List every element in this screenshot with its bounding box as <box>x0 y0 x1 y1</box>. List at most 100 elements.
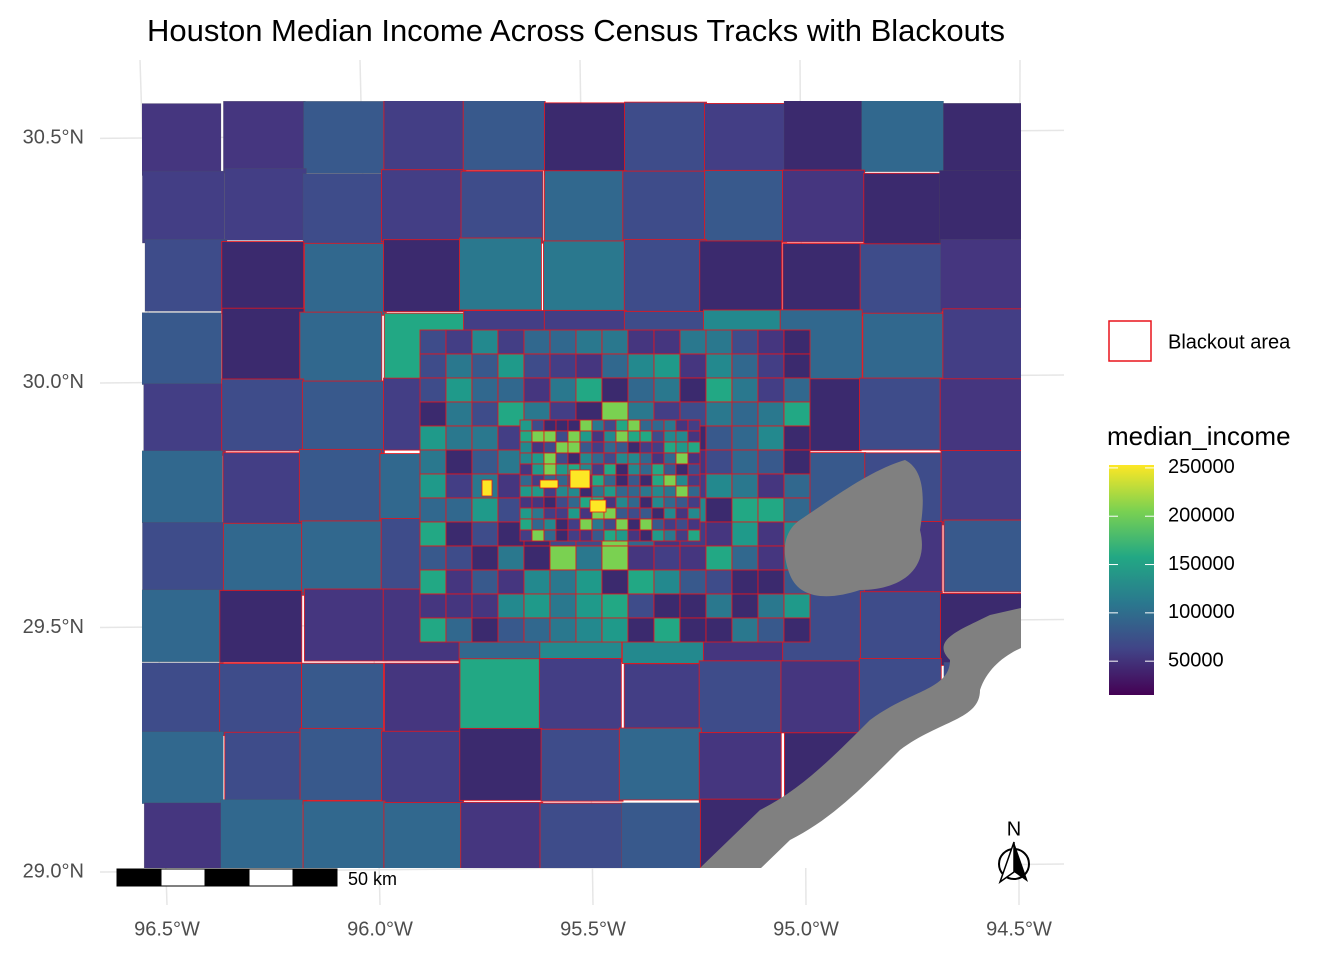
census-tract <box>543 170 627 244</box>
census-tract <box>142 103 222 176</box>
census-tract <box>579 419 593 432</box>
census-tract <box>531 419 545 432</box>
census-tract <box>705 353 733 379</box>
census-tract <box>627 441 641 454</box>
high-income-tract <box>569 469 591 489</box>
census-tract <box>675 441 689 454</box>
census-tract <box>419 449 447 475</box>
census-tract <box>555 452 569 465</box>
census-tract <box>591 452 605 465</box>
blackout-key <box>1108 320 1152 362</box>
census-tract <box>142 731 224 804</box>
census-tract <box>653 545 681 571</box>
census-tract <box>380 169 464 243</box>
census-tract <box>731 497 759 523</box>
census-tract <box>687 518 701 531</box>
census-tract <box>567 496 581 509</box>
census-tract <box>705 569 733 595</box>
census-tract <box>615 485 629 498</box>
census-tract <box>653 617 681 643</box>
census-tract <box>567 441 581 454</box>
census-tract <box>497 353 525 379</box>
census-tract <box>445 617 473 643</box>
census-tract <box>222 522 306 596</box>
census-tract <box>757 449 785 475</box>
census-tract <box>601 377 629 403</box>
census-tract <box>591 419 605 432</box>
census-tract <box>591 441 605 454</box>
census-tract <box>543 507 557 520</box>
census-tract <box>651 518 665 531</box>
census-tract <box>679 377 707 403</box>
census-tract <box>419 377 447 403</box>
lon-tick-label: 95.0°W <box>773 918 839 940</box>
census-tract <box>627 353 655 379</box>
blackout-label: Blackout area <box>1168 331 1291 353</box>
census-tract <box>757 593 785 619</box>
census-tract <box>757 425 785 451</box>
census-tract <box>471 617 499 643</box>
census-tract <box>523 545 551 571</box>
census-tract <box>627 329 655 355</box>
census-tract <box>615 529 629 542</box>
census-tract <box>675 419 689 432</box>
census-tract <box>663 507 677 520</box>
census-tract <box>445 377 473 403</box>
census-tract <box>575 545 603 571</box>
census-tract <box>519 518 533 531</box>
census-tract <box>783 353 811 379</box>
census-tract <box>663 529 677 542</box>
census-tract <box>419 545 447 571</box>
census-tract <box>523 329 551 355</box>
census-tract <box>699 240 783 314</box>
census-tract <box>705 377 733 403</box>
census-tract <box>471 329 499 355</box>
census-tract <box>419 329 447 355</box>
census-tract <box>419 617 447 643</box>
census-tract <box>627 496 641 509</box>
census-tract <box>679 545 707 571</box>
census-tract <box>224 168 307 241</box>
census-tract <box>675 507 689 520</box>
census-tract <box>639 452 653 465</box>
census-tract <box>601 329 629 355</box>
census-tract <box>549 545 577 571</box>
census-tract <box>627 529 641 542</box>
census-tract <box>497 593 525 619</box>
census-tract <box>298 448 382 522</box>
census-tract <box>859 591 943 665</box>
census-tract <box>731 401 759 427</box>
census-tract <box>705 521 733 547</box>
census-tract <box>663 430 677 443</box>
scale-bar-segment <box>160 868 206 887</box>
census-tract <box>627 518 641 531</box>
census-tract <box>544 102 627 176</box>
census-tract <box>579 430 593 443</box>
census-tract <box>531 518 545 531</box>
census-tract <box>471 353 499 379</box>
census-tract <box>519 452 533 465</box>
lon-tick-label: 95.5°W <box>560 918 626 940</box>
census-tract <box>675 452 689 465</box>
census-tract <box>142 522 225 595</box>
census-tract <box>783 329 811 355</box>
census-tract <box>471 377 499 403</box>
census-tract <box>705 593 733 619</box>
census-tract <box>601 617 629 643</box>
census-tract <box>519 496 533 509</box>
census-tract <box>639 496 653 509</box>
census-tract <box>383 802 467 868</box>
census-tract <box>757 569 785 595</box>
census-tract <box>575 569 603 595</box>
census-tract <box>419 473 447 499</box>
census-tract <box>142 450 223 523</box>
colorbar-label: 250000 <box>1168 456 1235 478</box>
census-tract <box>731 545 759 571</box>
census-tract <box>538 658 622 731</box>
census-tract <box>445 545 473 571</box>
census-tract <box>223 101 306 174</box>
census-tract <box>445 449 473 475</box>
census-tract <box>219 663 303 736</box>
census-tract <box>601 353 629 379</box>
census-tract <box>460 801 544 868</box>
